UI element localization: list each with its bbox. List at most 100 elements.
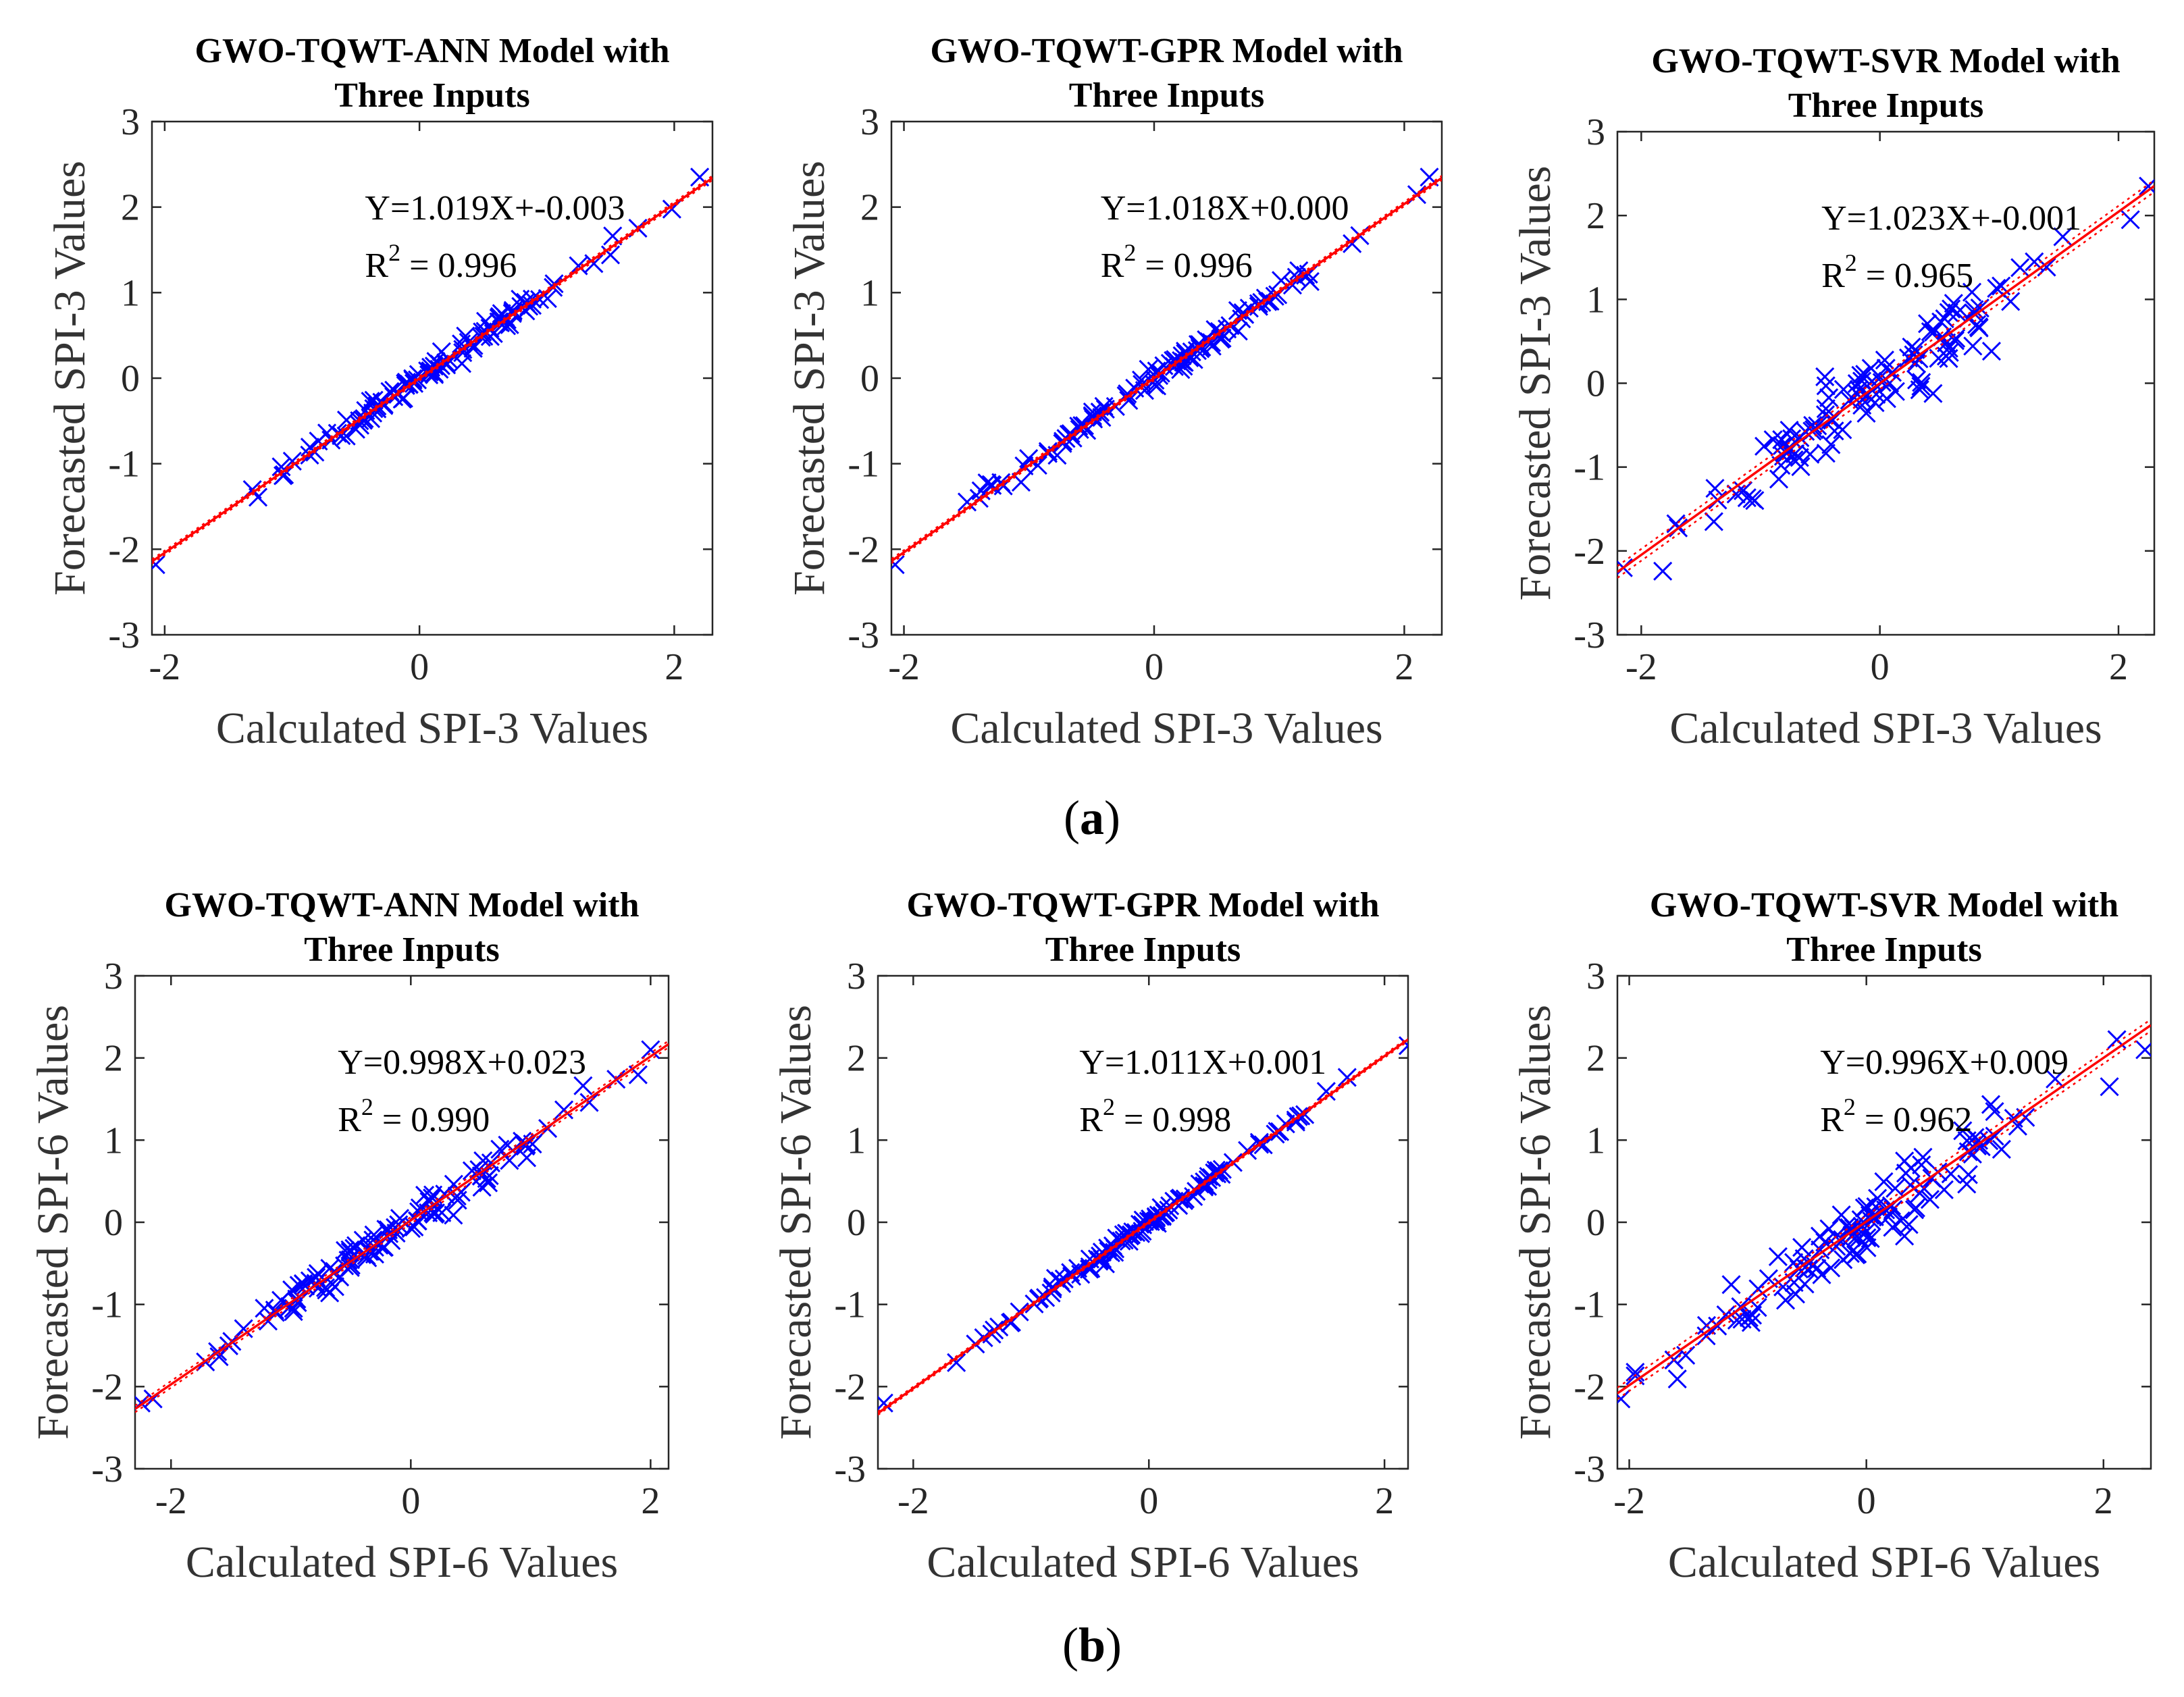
chart-title-line2: Three Inputs xyxy=(304,931,499,969)
data-point-marker xyxy=(1253,1135,1273,1155)
y-tick-label: 3 xyxy=(1586,111,1605,153)
data-point-marker xyxy=(307,1268,326,1287)
data-point-marker xyxy=(248,488,268,507)
data-point-marker xyxy=(1626,1362,1645,1382)
data-point-marker xyxy=(1135,381,1154,400)
data-point-marker xyxy=(530,290,550,309)
data-point-marker xyxy=(1666,514,1686,533)
y-tick-label: 0 xyxy=(121,358,140,400)
data-point-marker xyxy=(1834,1250,1853,1270)
data-point-marker xyxy=(1912,1155,1931,1175)
data-point-marker xyxy=(1228,321,1248,341)
data-point-marker xyxy=(1855,365,1875,384)
data-point-marker xyxy=(1119,1232,1139,1251)
data-point-marker xyxy=(1705,479,1725,498)
data-point-marker xyxy=(1909,349,1929,369)
figure-label-a: (a) xyxy=(1064,791,1120,845)
data-point-marker xyxy=(1821,1258,1841,1278)
x-tick-label: 2 xyxy=(2109,646,2128,688)
x-axis-label: Calculated SPI-6 Values xyxy=(186,1538,618,1587)
chart-title-line1: GWO-TQWT-GPR Model with xyxy=(906,886,1379,924)
confidence-bound-line xyxy=(891,179,1442,564)
data-point-marker xyxy=(1316,1082,1336,1101)
data-point-marker xyxy=(407,1211,427,1231)
data-point-marker xyxy=(1944,294,1963,313)
data-point-marker xyxy=(384,380,404,400)
data-point-marker xyxy=(1812,1265,1831,1284)
regression-fit-line xyxy=(1617,185,2154,573)
x-tick-label: 2 xyxy=(1375,1480,1394,1522)
data-point-marker xyxy=(1617,1389,1631,1409)
data-point-marker xyxy=(1981,342,2002,361)
data-point-marker xyxy=(376,1220,396,1239)
y-tick-label: 1 xyxy=(1586,1120,1605,1161)
y-tick-label: -2 xyxy=(834,1366,866,1408)
data-point-marker xyxy=(1721,1275,1741,1295)
data-point-marker xyxy=(947,1353,966,1372)
data-point-marker xyxy=(478,1173,498,1193)
confidence-bound-line xyxy=(1617,191,2154,579)
data-point-marker xyxy=(2135,1040,2151,1060)
chart-title-line1: GWO-TQWT-SVR Model with xyxy=(1650,886,2118,924)
data-point-marker xyxy=(448,1191,467,1210)
data-point-marker xyxy=(1119,390,1139,411)
fit-equation: Y=1.023X+-0.001 xyxy=(1821,199,2081,238)
y-tick-label: 2 xyxy=(121,187,140,229)
y-tick-label: 0 xyxy=(1586,1202,1605,1244)
data-point-marker xyxy=(1920,1190,1940,1209)
confidence-bound-line xyxy=(1617,179,2154,567)
data-point-marker xyxy=(1895,1226,1915,1246)
data-point-marker xyxy=(2100,1077,2119,1097)
plot-content xyxy=(878,1036,1408,1416)
data-point-marker xyxy=(641,1040,660,1060)
data-point-marker xyxy=(1962,282,1982,302)
y-tick-label: 3 xyxy=(847,956,866,997)
regression-fit-line xyxy=(1617,1024,2151,1394)
data-point-marker xyxy=(463,338,483,358)
regression-fit-line xyxy=(152,177,712,563)
data-point-marker xyxy=(517,1148,537,1168)
x-tick-label: 0 xyxy=(401,1480,420,1522)
r-squared-superscript: 2 xyxy=(1103,1093,1115,1120)
data-point-marker xyxy=(1924,322,1944,342)
data-point-marker xyxy=(289,1276,309,1295)
y-axis-label: Forecasted SPI-3 Values xyxy=(45,161,95,596)
x-tick-label: 2 xyxy=(665,646,683,688)
confidence-bound-line xyxy=(152,175,712,560)
data-point-marker xyxy=(1816,399,1836,419)
data-point-marker xyxy=(1206,1160,1226,1180)
x-tick-label: -2 xyxy=(1613,1480,1645,1522)
data-point-marker xyxy=(1874,1172,1894,1192)
data-point-marker xyxy=(152,555,165,575)
y-axis-label: Forecasted SPI-3 Values xyxy=(1511,165,1560,600)
data-point-marker xyxy=(1833,420,1852,440)
data-point-marker xyxy=(1910,1183,1929,1203)
confidence-bound-line xyxy=(878,1037,1408,1413)
r-squared-symbol: R xyxy=(1820,1101,1844,1139)
data-point-marker xyxy=(284,1299,303,1318)
data-point-marker xyxy=(1063,428,1083,448)
data-point-marker xyxy=(300,438,320,457)
data-point-marker xyxy=(1704,512,1723,531)
r-squared: R2 = 0.962 xyxy=(1820,1093,1972,1139)
data-point-marker xyxy=(1775,1290,1796,1310)
data-point-marker xyxy=(1782,429,1802,448)
y-axis-label: Forecasted SPI-6 Values xyxy=(1511,1005,1560,1440)
r-squared-symbol: R xyxy=(1079,1101,1103,1139)
data-point-marker xyxy=(415,1185,435,1205)
data-point-marker xyxy=(1786,1284,1805,1304)
x-tick-label: 0 xyxy=(1857,1480,1876,1522)
y-tick-label: 2 xyxy=(1586,195,1605,237)
x-tick-label: -2 xyxy=(888,646,920,688)
data-point-marker xyxy=(1981,1095,2001,1114)
data-point-marker xyxy=(430,359,449,379)
x-axis-label: Calculated SPI-3 Values xyxy=(950,704,1382,753)
regression-fit-line xyxy=(891,176,1442,563)
r-squared-superscript: 2 xyxy=(1124,239,1136,266)
data-point-marker xyxy=(891,555,905,575)
x-axis-label: Calculated SPI-3 Values xyxy=(216,704,648,753)
data-point-marker xyxy=(346,419,365,439)
data-point-marker xyxy=(296,1276,315,1296)
y-tick-label: -2 xyxy=(91,1366,123,1408)
